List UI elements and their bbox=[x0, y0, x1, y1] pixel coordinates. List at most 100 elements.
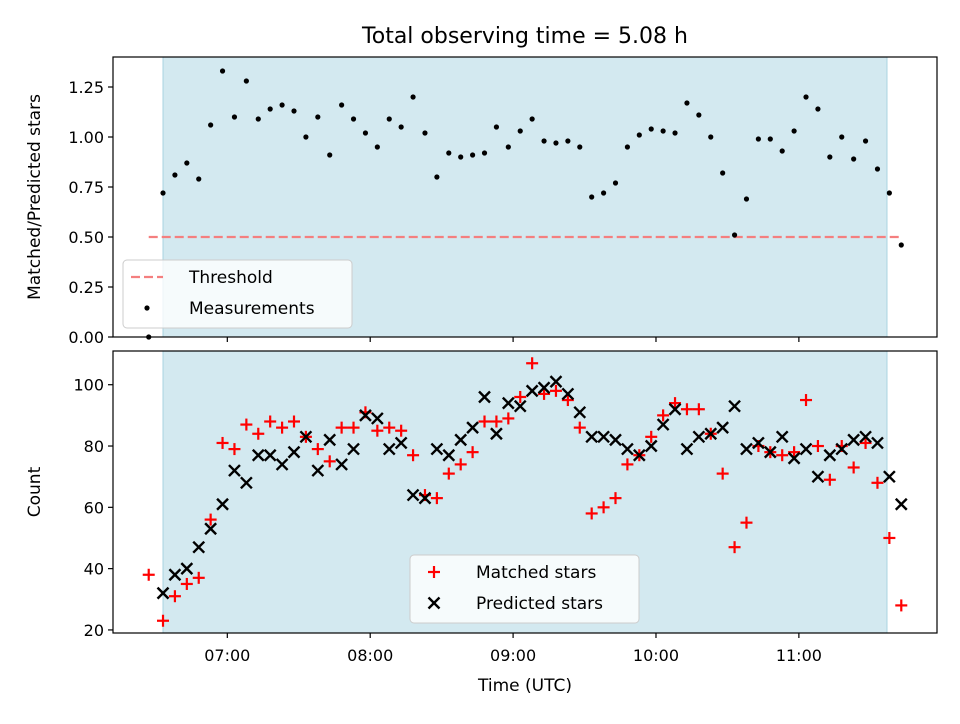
data-point bbox=[763, 445, 777, 459]
data-point-stroke bbox=[370, 412, 384, 425]
data-point-stroke bbox=[501, 396, 515, 410]
data-point bbox=[219, 68, 226, 74]
data-point bbox=[327, 152, 333, 158]
data-point bbox=[216, 497, 229, 511]
data-point bbox=[788, 446, 801, 459]
data-point bbox=[478, 415, 491, 428]
count-panel: 20 40 60 80 100 07:00 08:00 09:00 10:00 11:00 Coun… bbox=[25, 350, 938, 696]
data-point bbox=[767, 136, 773, 142]
data-point bbox=[276, 421, 289, 434]
data-point bbox=[553, 140, 559, 146]
data-point-stroke bbox=[680, 442, 694, 456]
data-point bbox=[827, 154, 833, 160]
data-point-stroke bbox=[263, 448, 277, 462]
data-point bbox=[799, 442, 813, 456]
data-point bbox=[894, 497, 908, 511]
data-point-stroke bbox=[692, 430, 706, 444]
data-point bbox=[538, 387, 551, 400]
data-point bbox=[517, 128, 523, 134]
data-point bbox=[668, 402, 682, 416]
data-point bbox=[184, 160, 190, 166]
data-point bbox=[597, 430, 610, 444]
data-point-stroke bbox=[228, 464, 241, 477]
ratio-panel: 0.00 0.25 0.50 0.75 1.00 1.25 Matched/Predicte… bbox=[25, 56, 938, 347]
data-point bbox=[442, 448, 456, 462]
data-point bbox=[418, 491, 432, 505]
data-point-stroke bbox=[287, 445, 301, 459]
data-point bbox=[791, 128, 797, 134]
data-point bbox=[216, 436, 229, 449]
data-point-stroke bbox=[597, 430, 610, 444]
data-point bbox=[847, 433, 860, 447]
data-point bbox=[442, 467, 455, 480]
data-point-stroke bbox=[168, 568, 182, 582]
data-point-stroke bbox=[894, 497, 908, 511]
data-point-stroke bbox=[585, 430, 599, 444]
ratio-y-axis-label: Matched/Predicted stars bbox=[25, 94, 45, 300]
ratio-y-tick-label: 1.25 bbox=[68, 78, 104, 97]
count-legend: Matched stars Predicted stars bbox=[409, 554, 640, 624]
data-point bbox=[624, 144, 631, 150]
data-point bbox=[315, 114, 321, 120]
data-point bbox=[240, 418, 253, 431]
data-point bbox=[787, 451, 801, 465]
data-point bbox=[243, 78, 249, 84]
data-point bbox=[160, 190, 166, 196]
data-point bbox=[708, 134, 714, 140]
data-point bbox=[839, 134, 845, 140]
data-point bbox=[660, 128, 666, 134]
data-point bbox=[370, 412, 384, 425]
data-point bbox=[728, 399, 741, 413]
legend-label: Threshold bbox=[188, 268, 273, 288]
data-point bbox=[597, 501, 610, 514]
data-point bbox=[454, 458, 467, 471]
data-point bbox=[731, 232, 738, 238]
data-point-stroke bbox=[668, 402, 682, 416]
data-point bbox=[407, 449, 420, 462]
data-point bbox=[299, 430, 313, 444]
data-point bbox=[347, 421, 360, 434]
data-point bbox=[434, 174, 440, 180]
data-point-stroke bbox=[704, 427, 718, 441]
legend-cross-key bbox=[427, 596, 441, 610]
data-point bbox=[871, 436, 884, 450]
legend-dot-key bbox=[144, 305, 150, 311]
data-point bbox=[275, 458, 289, 471]
ratio-legend: Threshold Measurements bbox=[122, 259, 353, 329]
data-point bbox=[374, 144, 380, 150]
count-x-tick-label: 08:00 bbox=[347, 646, 393, 665]
data-point-stroke bbox=[382, 442, 396, 456]
data-point bbox=[410, 94, 416, 100]
data-point bbox=[549, 375, 563, 389]
data-point bbox=[573, 405, 587, 419]
data-point-stroke bbox=[156, 586, 170, 600]
data-point bbox=[157, 614, 170, 627]
data-point bbox=[303, 134, 309, 140]
data-point-stroke bbox=[323, 433, 337, 447]
data-point-stroke bbox=[478, 390, 491, 404]
data-point bbox=[362, 130, 369, 136]
data-point bbox=[672, 130, 678, 136]
data-point bbox=[680, 442, 694, 456]
data-point-stroke bbox=[430, 442, 444, 456]
data-point bbox=[775, 430, 789, 444]
legend-box bbox=[409, 554, 640, 624]
data-point bbox=[251, 448, 265, 462]
data-point-stroke bbox=[823, 448, 837, 462]
data-point bbox=[279, 102, 285, 108]
data-point bbox=[692, 403, 705, 416]
ratio-series-measurements bbox=[146, 68, 904, 340]
data-point-stroke bbox=[763, 445, 777, 459]
data-point bbox=[291, 108, 297, 114]
data-point bbox=[823, 473, 836, 486]
count-x-tick-label: 10:00 bbox=[633, 646, 679, 665]
data-point bbox=[823, 448, 837, 462]
data-point-stroke bbox=[347, 442, 360, 456]
data-point bbox=[240, 476, 253, 490]
data-point-stroke bbox=[442, 448, 456, 462]
data-point bbox=[815, 106, 821, 112]
data-point-stroke bbox=[311, 464, 325, 477]
data-point bbox=[716, 421, 730, 434]
data-point bbox=[470, 152, 476, 158]
